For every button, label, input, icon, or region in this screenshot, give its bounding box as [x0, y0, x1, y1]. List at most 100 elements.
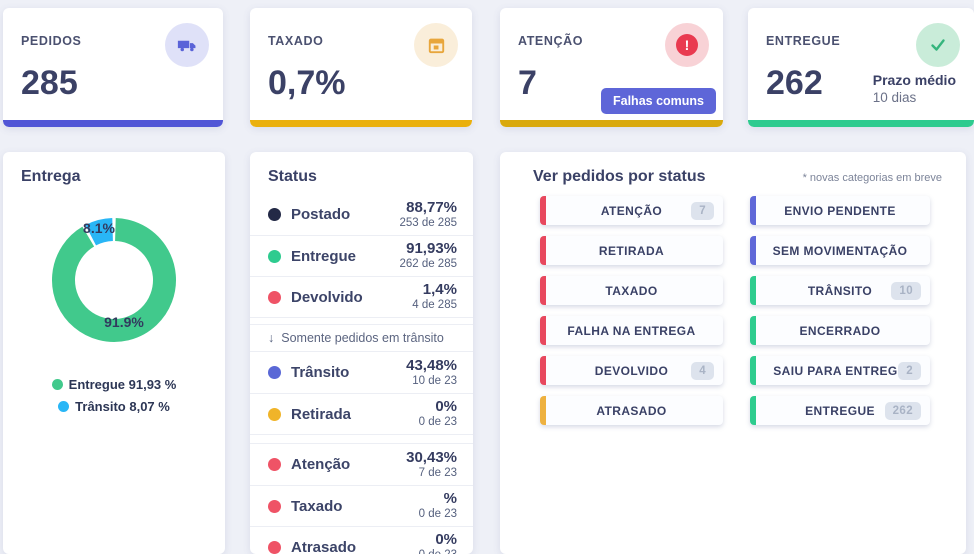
button-label: ATENÇÃO	[600, 203, 663, 218]
status-pct: 1,4%	[422, 281, 457, 298]
status-row-atencao: Atenção 30,43% 7 de 23	[250, 444, 473, 485]
status-count: 0 de 23	[419, 548, 457, 554]
status-row-transito: Trânsito 43,48% 10 de 23	[250, 352, 473, 393]
status-button-sem-movimentacao[interactable]: SEM MOVIMENTAÇÃO	[750, 236, 930, 265]
button-label: ENCERRADO	[799, 323, 881, 338]
status-dot	[268, 290, 281, 304]
kpi-card-taxado: TAXADO 0,7%	[250, 8, 472, 127]
entrega-chart-card: Entrega 8.1% 91.9% Entregue 91,93 % Trân…	[3, 152, 225, 554]
entrega-title: Entrega	[21, 168, 81, 185]
arrow-down-icon: ↓	[268, 331, 275, 345]
kpi-value: 262	[766, 64, 823, 102]
kpi-card-atencao: ATENÇÃO 7 ! Falhas comuns	[500, 8, 723, 127]
status-button-taxado[interactable]: TAXADO	[540, 276, 723, 305]
button-label: ENTREGUE	[805, 403, 875, 418]
status-label: Retirada	[291, 405, 352, 423]
status-button-atencao[interactable]: ATENÇÃO 7	[540, 196, 723, 225]
button-label: ENVIO PENDENTE	[784, 203, 896, 218]
status-dot	[268, 458, 281, 471]
legend-dot-entregue	[51, 379, 63, 390]
legend-text: Trânsito 8,07 %	[75, 399, 170, 414]
status-dot	[268, 407, 281, 421]
status-button-devolvido[interactable]: DEVOLVIDO 4	[540, 356, 723, 385]
kpi-label: ENTREGUE	[766, 34, 841, 48]
legend-item-entregue: Entregue 91,93 %	[3, 374, 225, 396]
status-button-retirada[interactable]: RETIRADA	[540, 236, 723, 265]
status-dot	[268, 499, 281, 513]
button-accent-bar	[750, 196, 756, 225]
status-group-total: Postado 88,77% 253 de 285 Entregue 91,93%…	[250, 194, 473, 318]
kpi-label: ATENÇÃO	[518, 34, 584, 48]
donut-label-entregue: 91.9%	[104, 314, 144, 330]
prazo-medio-value: 10 dias	[872, 90, 917, 105]
kpi-card-entregue: ENTREGUE 262 Prazo médio 10 dias	[748, 8, 974, 127]
status-button-encerrado[interactable]: ENCERRADO	[750, 316, 930, 345]
count-badge: 4	[691, 361, 714, 380]
status-note-text: Somente pedidos em trânsito	[281, 331, 444, 345]
status-row-entregue: Entregue 91,93% 262 de 285	[250, 235, 473, 276]
orders-note: * novas categorias em breve	[802, 172, 942, 184]
button-label: FALHA NA ENTREGA	[567, 323, 696, 338]
count-badge: 7	[691, 201, 714, 220]
status-button-atrasado[interactable]: ATRASADO	[540, 396, 723, 425]
status-pct: 91,93%	[406, 240, 457, 257]
status-button-envio-pendente[interactable]: ENVIO PENDENTE	[750, 196, 930, 225]
status-count: 10 de 23	[412, 374, 457, 387]
button-label: RETIRADA	[598, 243, 665, 258]
status-title: Status	[268, 168, 317, 185]
kpi-accent-bar	[3, 120, 223, 127]
status-row-retirada: Retirada 0% 0 de 23	[250, 393, 473, 434]
status-count: 262 de 285	[399, 258, 457, 270]
button-accent-bar	[750, 236, 756, 265]
status-count: 4 de 285	[412, 299, 457, 311]
button-accent-bar	[750, 316, 756, 345]
status-group-transit-1: Trânsito 43,48% 10 de 23 Retirada 0% 0 de …	[250, 352, 473, 435]
button-label: DEVOLVIDO	[594, 363, 669, 378]
kpi-card-pedidos: PEDIDOS 285	[3, 8, 223, 127]
status-row-postado: Postado 88,77% 253 de 285	[250, 194, 473, 235]
orders-title: Ver pedidos por status	[533, 168, 706, 185]
status-count: 0 de 23	[418, 416, 457, 428]
status-list-card: Status Postado 88,77% 253 de 285 Entregue…	[250, 152, 473, 554]
status-pct: 0%	[435, 531, 457, 548]
status-button-transito[interactable]: TRÂNSITO 10	[750, 276, 930, 305]
legend-item-transito: Trânsito 8,07 %	[3, 396, 225, 418]
button-accent-bar	[540, 196, 546, 225]
button-label: SAIU PARA ENTREGA	[773, 363, 907, 378]
status-count: 0 de 23	[418, 508, 457, 520]
status-pct: 88,77%	[406, 198, 457, 216]
donut-legend: Entregue 91,93 % Trânsito 8,07 %	[3, 374, 225, 418]
kpi-accent-bar	[748, 120, 974, 127]
falhas-comuns-button[interactable]: Falhas comuns	[601, 88, 716, 114]
button-label: TAXADO	[605, 283, 658, 298]
status-group-transit-2: Atenção 30,43% 7 de 23 Taxado % 0 de 23 At…	[250, 443, 473, 554]
count-badge: 262	[884, 401, 921, 420]
button-accent-bar	[540, 236, 546, 265]
status-dot	[268, 540, 281, 554]
count-badge: 10	[891, 281, 921, 300]
orders-column-left: ATENÇÃO 7 RETIRADA TAXADO FALHA NA ENTREG…	[540, 196, 723, 436]
status-button-saiu-para-entrega[interactable]: SAIU PARA ENTREGA 2	[750, 356, 930, 385]
status-count: 253 de 285	[399, 216, 457, 229]
status-button-falha-na-entrega[interactable]: FALHA NA ENTREGA	[540, 316, 723, 345]
donut-svg	[52, 218, 176, 342]
status-label: Taxado	[291, 497, 343, 515]
donut-segment-transito	[85, 218, 114, 246]
status-transit-note: ↓ Somente pedidos em trânsito	[250, 324, 473, 352]
button-accent-bar	[750, 276, 756, 305]
status-button-entregue[interactable]: ENTREGUE 262	[750, 396, 930, 425]
button-accent-bar	[540, 356, 546, 385]
button-accent-bar	[750, 396, 756, 425]
status-row-taxado: Taxado % 0 de 23	[250, 485, 473, 526]
kpi-value: 7	[518, 64, 537, 102]
check-icon	[916, 23, 960, 67]
status-row-devolvido: Devolvido 1,4% 4 de 285	[250, 276, 473, 317]
donut-chart: 8.1% 91.9%	[3, 210, 225, 350]
orders-by-status-card: Ver pedidos por status * novas categoria…	[500, 152, 966, 554]
calendar-icon	[414, 23, 458, 67]
status-count: 7 de 23	[418, 466, 457, 479]
legend-dot-transito	[58, 401, 70, 412]
status-label: Entregue	[291, 247, 357, 265]
status-pct: 30,43%	[406, 448, 457, 466]
button-label: SEM MOVIMENTAÇÃO	[772, 243, 908, 258]
